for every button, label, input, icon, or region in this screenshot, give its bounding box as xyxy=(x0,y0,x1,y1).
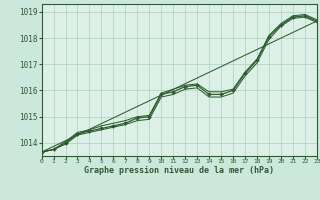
X-axis label: Graphe pression niveau de la mer (hPa): Graphe pression niveau de la mer (hPa) xyxy=(84,166,274,175)
